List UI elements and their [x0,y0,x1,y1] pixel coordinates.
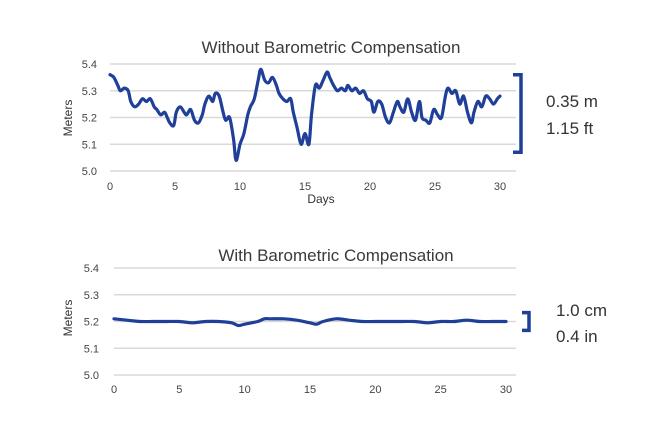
x-tick-label: 15 [304,384,316,396]
range-label-ft: 1.15 ft [546,119,594,138]
range-label-in: 0.4 in [556,327,598,346]
y-tick-label: 5.2 [84,317,99,329]
x-tick-label: 25 [429,181,441,193]
x-tick-label: 20 [369,384,381,396]
y-tick-labels-top: 5.0 5.1 5.2 5.3 5.4 [82,59,97,178]
x-tick-label: 25 [435,384,447,396]
x-tick-labels-top: 0 5 10 15 20 25 30 [107,181,506,193]
y-tick-label: 5.4 [84,263,99,275]
chart-title-top: Without Barometric Compensation [202,38,461,57]
series-line-bottom [112,317,508,328]
x-tick-label: 20 [364,181,376,193]
x-tick-label: 5 [172,181,178,193]
x-tick-label: 0 [107,181,113,193]
chart-title-bottom: With Barometric Compensation [218,246,453,265]
y-axis-label-bottom: Meters [61,300,75,337]
range-bracket-bottom [522,310,531,333]
y-tick-label: 5.0 [84,370,99,382]
chart-without-compensation: Without Barometric Compensation Meters D… [61,38,598,206]
range-label-m: 0.35 m [546,92,598,111]
gridlines-top [110,63,516,172]
range-label-cm: 1.0 cm [556,301,607,320]
series-line-top [108,67,502,162]
y-tick-label: 5.3 [84,290,99,302]
y-tick-label: 5.1 [82,139,97,151]
y-axis-label-top: Meters [61,100,75,137]
x-tick-label: 5 [176,384,182,396]
y-tick-label: 5.0 [82,166,97,178]
x-tick-label: 10 [234,181,246,193]
y-tick-label: 5.4 [82,59,97,71]
x-tick-label: 10 [239,384,251,396]
y-tick-labels-bottom: 5.0 5.1 5.2 5.3 5.4 [84,263,99,382]
x-tick-label: 15 [299,181,311,193]
x-tick-labels-bottom: 0 5 10 15 20 25 30 [111,384,512,396]
x-tick-label: 0 [111,384,117,396]
y-tick-label: 5.3 [82,86,97,98]
gridlines-bottom [114,267,516,376]
range-bracket-top [513,72,523,155]
x-tick-label: 30 [494,181,506,193]
chart-with-compensation: With Barometric Compensation Meters 5.05… [61,246,607,396]
y-tick-label: 5.2 [82,113,97,125]
x-tick-label: 30 [500,384,512,396]
y-tick-label: 5.1 [84,343,99,355]
x-axis-label-top: Days [307,192,334,206]
